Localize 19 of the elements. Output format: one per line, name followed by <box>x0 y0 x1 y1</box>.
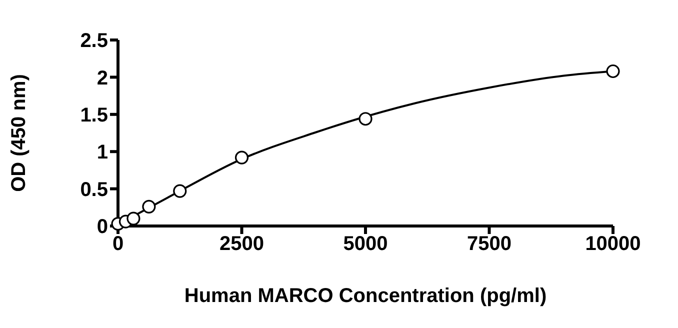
point <box>173 184 187 198</box>
y-tick-label: 2 <box>96 67 108 90</box>
point <box>142 200 156 214</box>
x-tick-label: 7500 <box>467 233 512 256</box>
point <box>606 64 620 78</box>
y-tick-label: 0.5 <box>80 178 108 201</box>
x-tick-label: 5000 <box>343 233 388 256</box>
y-tick-label: 1 <box>96 142 108 164</box>
x-tick-label: 0 <box>112 233 124 256</box>
point <box>234 150 249 164</box>
y-tick-label: 2.5 <box>80 30 108 52</box>
y-tick-label: 1.5 <box>80 104 108 126</box>
y-axis-title: OD (450 nm) <box>8 74 30 192</box>
point <box>358 112 372 126</box>
x-axis-title: Human MARCO Concentration (pg/ml) <box>184 285 547 307</box>
point <box>126 212 140 226</box>
x-tick-label: 2500 <box>220 233 264 256</box>
y-tick-label: 0 <box>96 216 108 238</box>
x-tick-label: 10000 <box>585 233 641 256</box>
